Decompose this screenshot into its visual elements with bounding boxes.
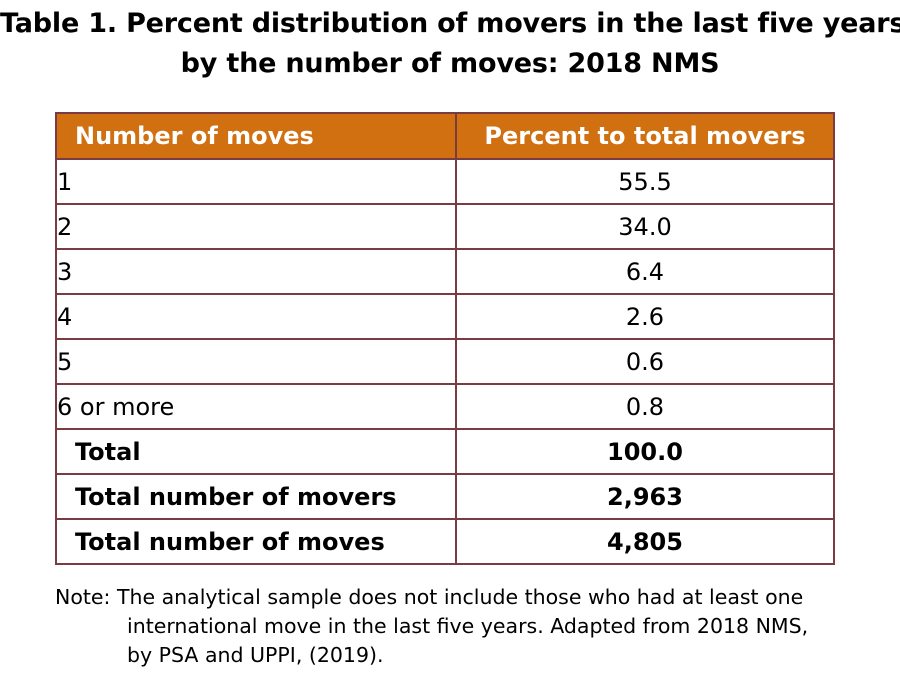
data-table: Number of moves Percent to total movers … bbox=[55, 112, 835, 565]
note-line-3: by PSA and UPPI, (2019). bbox=[127, 643, 384, 667]
summary-label: Total bbox=[55, 428, 457, 475]
header-row: Number of moves Percent to total movers bbox=[55, 112, 835, 160]
row-label: 6 or more bbox=[55, 383, 457, 430]
summary-value: 2,963 bbox=[455, 473, 835, 520]
summary-value: 100.0 bbox=[455, 428, 835, 475]
row-label: 1 bbox=[55, 158, 457, 205]
row-value: 0.8 bbox=[455, 383, 835, 430]
table-row: 1 55.5 bbox=[55, 158, 835, 205]
table-row: 2 34.0 bbox=[55, 203, 835, 250]
row-value: 0.6 bbox=[455, 338, 835, 385]
row-label: 4 bbox=[55, 293, 457, 340]
table-note: Note: The analytical sample does not inc… bbox=[55, 583, 875, 670]
table-row: 4 2.6 bbox=[55, 293, 835, 340]
row-label: 3 bbox=[55, 248, 457, 295]
note-line-1: Note: The analytical sample does not inc… bbox=[55, 585, 804, 609]
title-line-1: Table 1. Percent distribution of movers … bbox=[0, 8, 900, 39]
table-title: Table 1. Percent distribution of movers … bbox=[0, 4, 900, 84]
row-label: 2 bbox=[55, 203, 457, 250]
note-line-2: international move in the last five year… bbox=[127, 614, 809, 638]
summary-row-movers: Total number of movers 2,963 bbox=[55, 473, 835, 520]
row-value: 2.6 bbox=[455, 293, 835, 340]
row-value: 34.0 bbox=[455, 203, 835, 250]
title-line-2: by the number of moves: 2018 NMS bbox=[180, 48, 720, 79]
table-row: 6 or more 0.8 bbox=[55, 383, 835, 430]
summary-value: 4,805 bbox=[455, 518, 835, 565]
row-value: 55.5 bbox=[455, 158, 835, 205]
column-header-moves: Number of moves bbox=[55, 112, 457, 160]
summary-label: Total number of moves bbox=[55, 518, 457, 565]
row-value: 6.4 bbox=[455, 248, 835, 295]
summary-label: Total number of movers bbox=[55, 473, 457, 520]
summary-row-total: Total 100.0 bbox=[55, 428, 835, 475]
table-row: 3 6.4 bbox=[55, 248, 835, 295]
row-label: 5 bbox=[55, 338, 457, 385]
column-header-percent: Percent to total movers bbox=[455, 112, 835, 160]
table-row: 5 0.6 bbox=[55, 338, 835, 385]
summary-row-moves: Total number of moves 4,805 bbox=[55, 518, 835, 565]
